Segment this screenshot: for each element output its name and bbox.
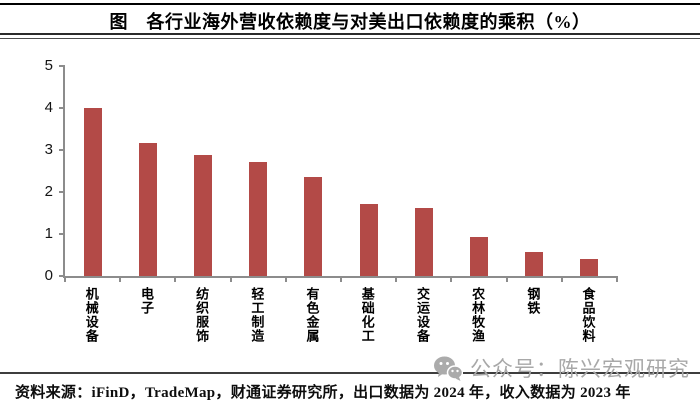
x-axis-tick-mark [229, 276, 232, 282]
bar-机械设备 [83, 108, 102, 276]
y-axis-tick-label: 2 [44, 183, 53, 200]
y-axis-tick-mark [59, 191, 65, 193]
x-axis-tick-mark [560, 276, 563, 282]
x-axis-label-纺织服饰: 纺织服饰 [194, 287, 210, 343]
y-axis-tick-mark [59, 107, 65, 109]
bar-食品饮料 [580, 258, 599, 276]
x-axis-label-机械设备: 机械设备 [83, 287, 99, 343]
x-axis-tick-mark [450, 276, 453, 282]
x-axis-tick-mark [119, 276, 122, 282]
bar-交运设备 [414, 207, 433, 276]
y-axis-tick-mark [59, 233, 65, 235]
bar-纺织服饰 [194, 155, 212, 276]
x-axis-tick-mark [284, 276, 287, 282]
source-note: 资料来源：iFinD，TradeMap，财通证券研究所，出口数据为 2024 年… [15, 385, 631, 401]
chart-title: 图 各行业海外营收依赖度与对美出口依赖度的乘积（%） [109, 12, 591, 32]
y-axis-tick-label: 4 [44, 99, 53, 116]
y-axis-tick-mark [59, 149, 65, 151]
y-axis-tick-label: 5 [44, 57, 53, 74]
x-axis-label-交运设备: 交运设备 [414, 287, 430, 343]
watermark: 公众号：陈兴宏观研究 [433, 353, 690, 383]
x-axis-tick-mark [505, 276, 508, 282]
x-axis-tick-mark [616, 276, 618, 282]
wechat-icon [433, 355, 463, 382]
x-axis-label-电子: 电子 [138, 287, 154, 315]
y-axis-tick-mark [59, 65, 65, 67]
bar-轻工制造 [249, 162, 268, 276]
x-axis-tick-mark [174, 276, 177, 282]
x-axis-label-食品饮料: 食品饮料 [580, 287, 596, 343]
bar-有色金属 [304, 176, 323, 276]
top-divider [0, 3, 700, 5]
y-axis-tick-mark [59, 275, 65, 277]
title-divider [0, 33, 700, 39]
y-axis-tick-label: 0 [44, 267, 53, 284]
bar-钢铁 [525, 252, 544, 276]
bar-农林牧渔 [470, 236, 488, 276]
x-axis-tick-mark [340, 276, 342, 282]
bar-电子 [138, 142, 157, 276]
x-axis-label-钢铁: 钢铁 [525, 287, 541, 315]
y-axis-tick-label: 3 [44, 141, 53, 158]
bar-chart-plot-area: 0 1 2 3 4 5 [45, 57, 618, 284]
x-axis-label-轻工制造: 轻工制造 [249, 287, 265, 343]
x-axis-label-农林牧渔: 农林牧渔 [470, 287, 486, 343]
y-axis-tick-label: 1 [44, 225, 53, 242]
x-axis-tick-mark [395, 276, 398, 282]
x-axis-label-基础化工: 基础化工 [359, 287, 375, 343]
footer-divider [0, 372, 700, 374]
x-axis-label-有色金属: 有色金属 [304, 287, 320, 343]
x-axis-tick-mark [64, 276, 66, 282]
bar-基础化工 [359, 204, 378, 276]
watermark-text: 公众号：陈兴宏观研究 [470, 358, 690, 381]
